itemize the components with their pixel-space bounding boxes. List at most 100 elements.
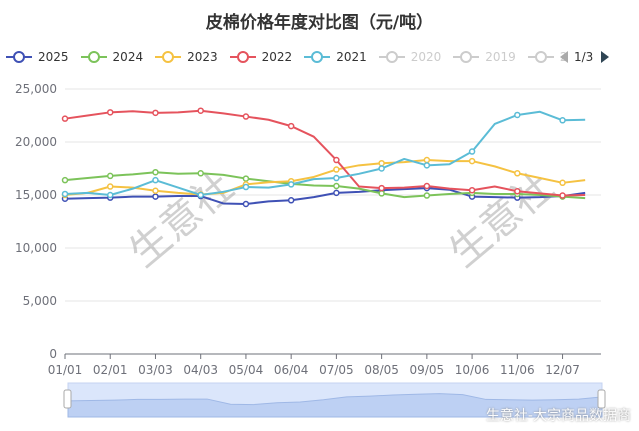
series-2022 [61, 107, 586, 199]
legend-label: 2022 [261, 50, 293, 64]
series-line-2025 [64, 187, 586, 206]
y-tick-label: 20,000 [15, 135, 57, 149]
data-point [287, 122, 295, 130]
x-tick-label: 04/03 [183, 363, 218, 377]
data-point [333, 189, 340, 197]
legend-label: 2019 [485, 50, 516, 64]
series-line-2023 [64, 159, 586, 196]
x-tick-label: 05/04 [229, 363, 264, 377]
legend-label: 2023 [187, 50, 218, 64]
data-point [242, 113, 250, 120]
data-point [559, 117, 566, 124]
data-point [242, 175, 250, 182]
data-point [197, 191, 204, 199]
x-tick-label: 07/05 [319, 363, 354, 377]
data-point [197, 192, 204, 200]
data-point [378, 184, 385, 192]
x-tick-label: 06/04 [274, 363, 309, 377]
y-tick-label: 5,000 [23, 294, 57, 308]
legend-item-2021[interactable]: 2021 [304, 50, 367, 64]
legend-page: 1/3 [574, 50, 594, 64]
data-point [152, 193, 159, 200]
series-2021 [61, 110, 586, 199]
data-point [197, 191, 204, 198]
series-line-2021 [64, 110, 586, 196]
data-point [514, 188, 521, 195]
y-tick-label: 10,000 [15, 241, 57, 255]
legend-item-2022[interactable]: 2022 [229, 50, 293, 64]
legend-line-circle-icon [80, 51, 107, 63]
data-point [242, 183, 250, 191]
data-point [61, 195, 69, 202]
data-point [152, 109, 159, 117]
legend-pager: 1/3 [560, 50, 610, 64]
data-point [152, 187, 159, 195]
slider-handle-left[interactable] [63, 389, 72, 409]
data-point [106, 183, 114, 190]
legend-item-2019[interactable]: 2019 [453, 50, 516, 64]
legend-line-circle-icon [304, 51, 331, 63]
data-point [514, 190, 521, 198]
data-point [152, 176, 159, 184]
data-point [468, 157, 476, 165]
data-point [559, 192, 566, 199]
data-point [61, 115, 69, 122]
data-point [468, 148, 476, 155]
legend-item-2020[interactable]: 2020 [378, 50, 442, 64]
data-point [287, 197, 295, 204]
x-tick-label: 12/07 [545, 363, 580, 377]
data-point [468, 189, 476, 197]
legend-prev-icon[interactable] [560, 51, 568, 63]
y-tick-label: 0 [49, 347, 57, 361]
x-tick-label: 03/03 [138, 363, 173, 377]
legend-line-circle-icon [453, 51, 480, 63]
x-tick-label: 09/05 [410, 363, 445, 377]
legend-item-2024[interactable]: 2024 [80, 50, 143, 64]
data-point [287, 180, 295, 188]
legend-label: 2025 [38, 50, 69, 64]
data-point [287, 177, 295, 185]
data-point [106, 172, 114, 180]
data-point [61, 176, 69, 184]
legend-label: 2020 [410, 50, 442, 64]
legend-next-icon[interactable] [601, 51, 610, 63]
data-point [423, 182, 431, 190]
data-point [423, 162, 431, 169]
data-point [197, 107, 204, 114]
data-point [559, 179, 566, 187]
legend: 2025 2024 2023 2022 2021 2020 2019 2 [6, 50, 579, 64]
data-point [333, 166, 340, 173]
x-tick-label: 11/06 [500, 363, 535, 377]
series-2023 [61, 156, 586, 199]
series-2024 [61, 168, 586, 200]
data-point [242, 200, 250, 208]
data-point [378, 159, 385, 167]
series-2025 [61, 184, 586, 208]
data-point [106, 194, 114, 201]
data-point [423, 156, 431, 164]
data-point [333, 182, 340, 190]
data-point [378, 186, 385, 194]
data-point [197, 170, 204, 177]
legend-line-circle-icon [229, 51, 256, 63]
legend-label: 2021 [336, 50, 367, 64]
legend-item-2025[interactable]: 2025 [6, 50, 69, 64]
data-point [378, 165, 385, 172]
legend-item-2023[interactable]: 2023 [155, 50, 218, 64]
data-point [152, 168, 159, 176]
data-point [514, 194, 521, 201]
y-tick-label: 25,000 [15, 82, 57, 96]
footer-watermark: 生意社-大宗商品数据商 [485, 408, 631, 424]
data-point [287, 181, 295, 188]
legend-line-circle-icon [6, 51, 32, 63]
data-point [378, 190, 385, 197]
legend-line-circle-icon [378, 51, 405, 63]
x-tick-label: 01/01 [48, 363, 83, 377]
chart-title: 皮棉价格年度对比图（元/吨） [205, 13, 434, 33]
data-point [423, 184, 431, 192]
data-point [423, 192, 431, 199]
x-tick-label: 10/06 [455, 363, 490, 377]
chart-watermark: 生意社 [441, 164, 562, 276]
series-line-2022 [64, 109, 586, 197]
